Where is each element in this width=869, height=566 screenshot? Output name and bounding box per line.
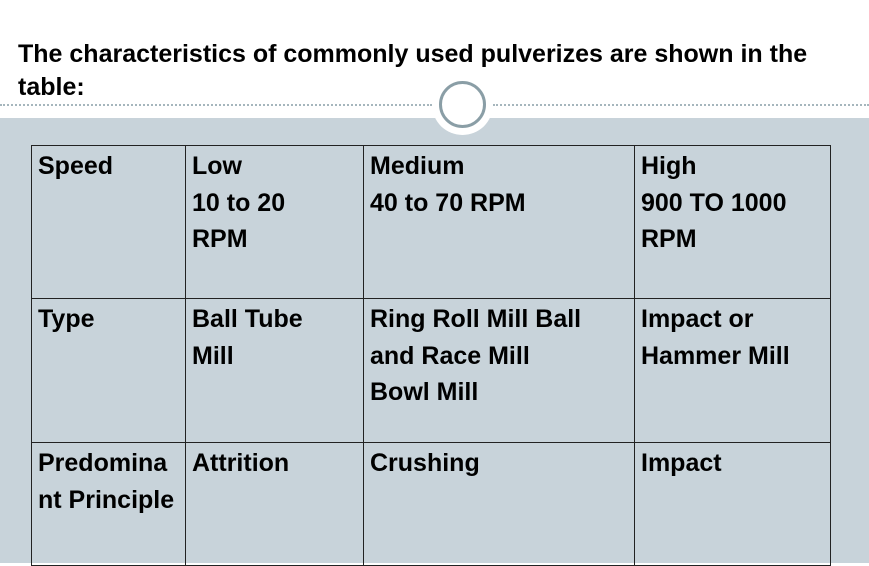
table-row-principle: Predominant Principle Attrition Crushing… <box>31 442 831 566</box>
cell-speed-high: High 900 TO 1000 RPM <box>634 145 831 299</box>
cell-principle-high: Impact <box>634 442 831 566</box>
cell-type-medium: Ring Roll Mill Ball and Race Mill Bowl M… <box>363 298 635 443</box>
row-label-speed: Speed <box>31 145 186 299</box>
page-title: The characteristics of commonly used pul… <box>18 40 808 101</box>
row-label-principle: Predominant Principle <box>31 442 186 566</box>
circle-ring-inner <box>439 81 486 128</box>
table-row-type: Type Ball Tube Mill Ring Roll Mill Ball … <box>31 298 831 443</box>
cell-principle-medium: Crushing <box>363 442 635 566</box>
cell-speed-medium: Medium 40 to 70 RPM <box>363 145 635 299</box>
row-label-type: Type <box>31 298 186 443</box>
cell-principle-low: Attrition <box>185 442 364 566</box>
cell-type-low: Ball Tube Mill <box>185 298 364 443</box>
circle-ring-icon <box>432 74 493 135</box>
cell-type-high: Impact or Hammer Mill <box>634 298 831 443</box>
cell-speed-low: Low 10 to 20 RPM <box>185 145 364 299</box>
divider-right <box>493 104 869 106</box>
pulverizer-characteristics-table: Speed Low 10 to 20 RPM Medium 40 to 70 R… <box>31 145 831 566</box>
divider-left <box>0 104 432 106</box>
table-row-speed: Speed Low 10 to 20 RPM Medium 40 to 70 R… <box>31 145 831 299</box>
